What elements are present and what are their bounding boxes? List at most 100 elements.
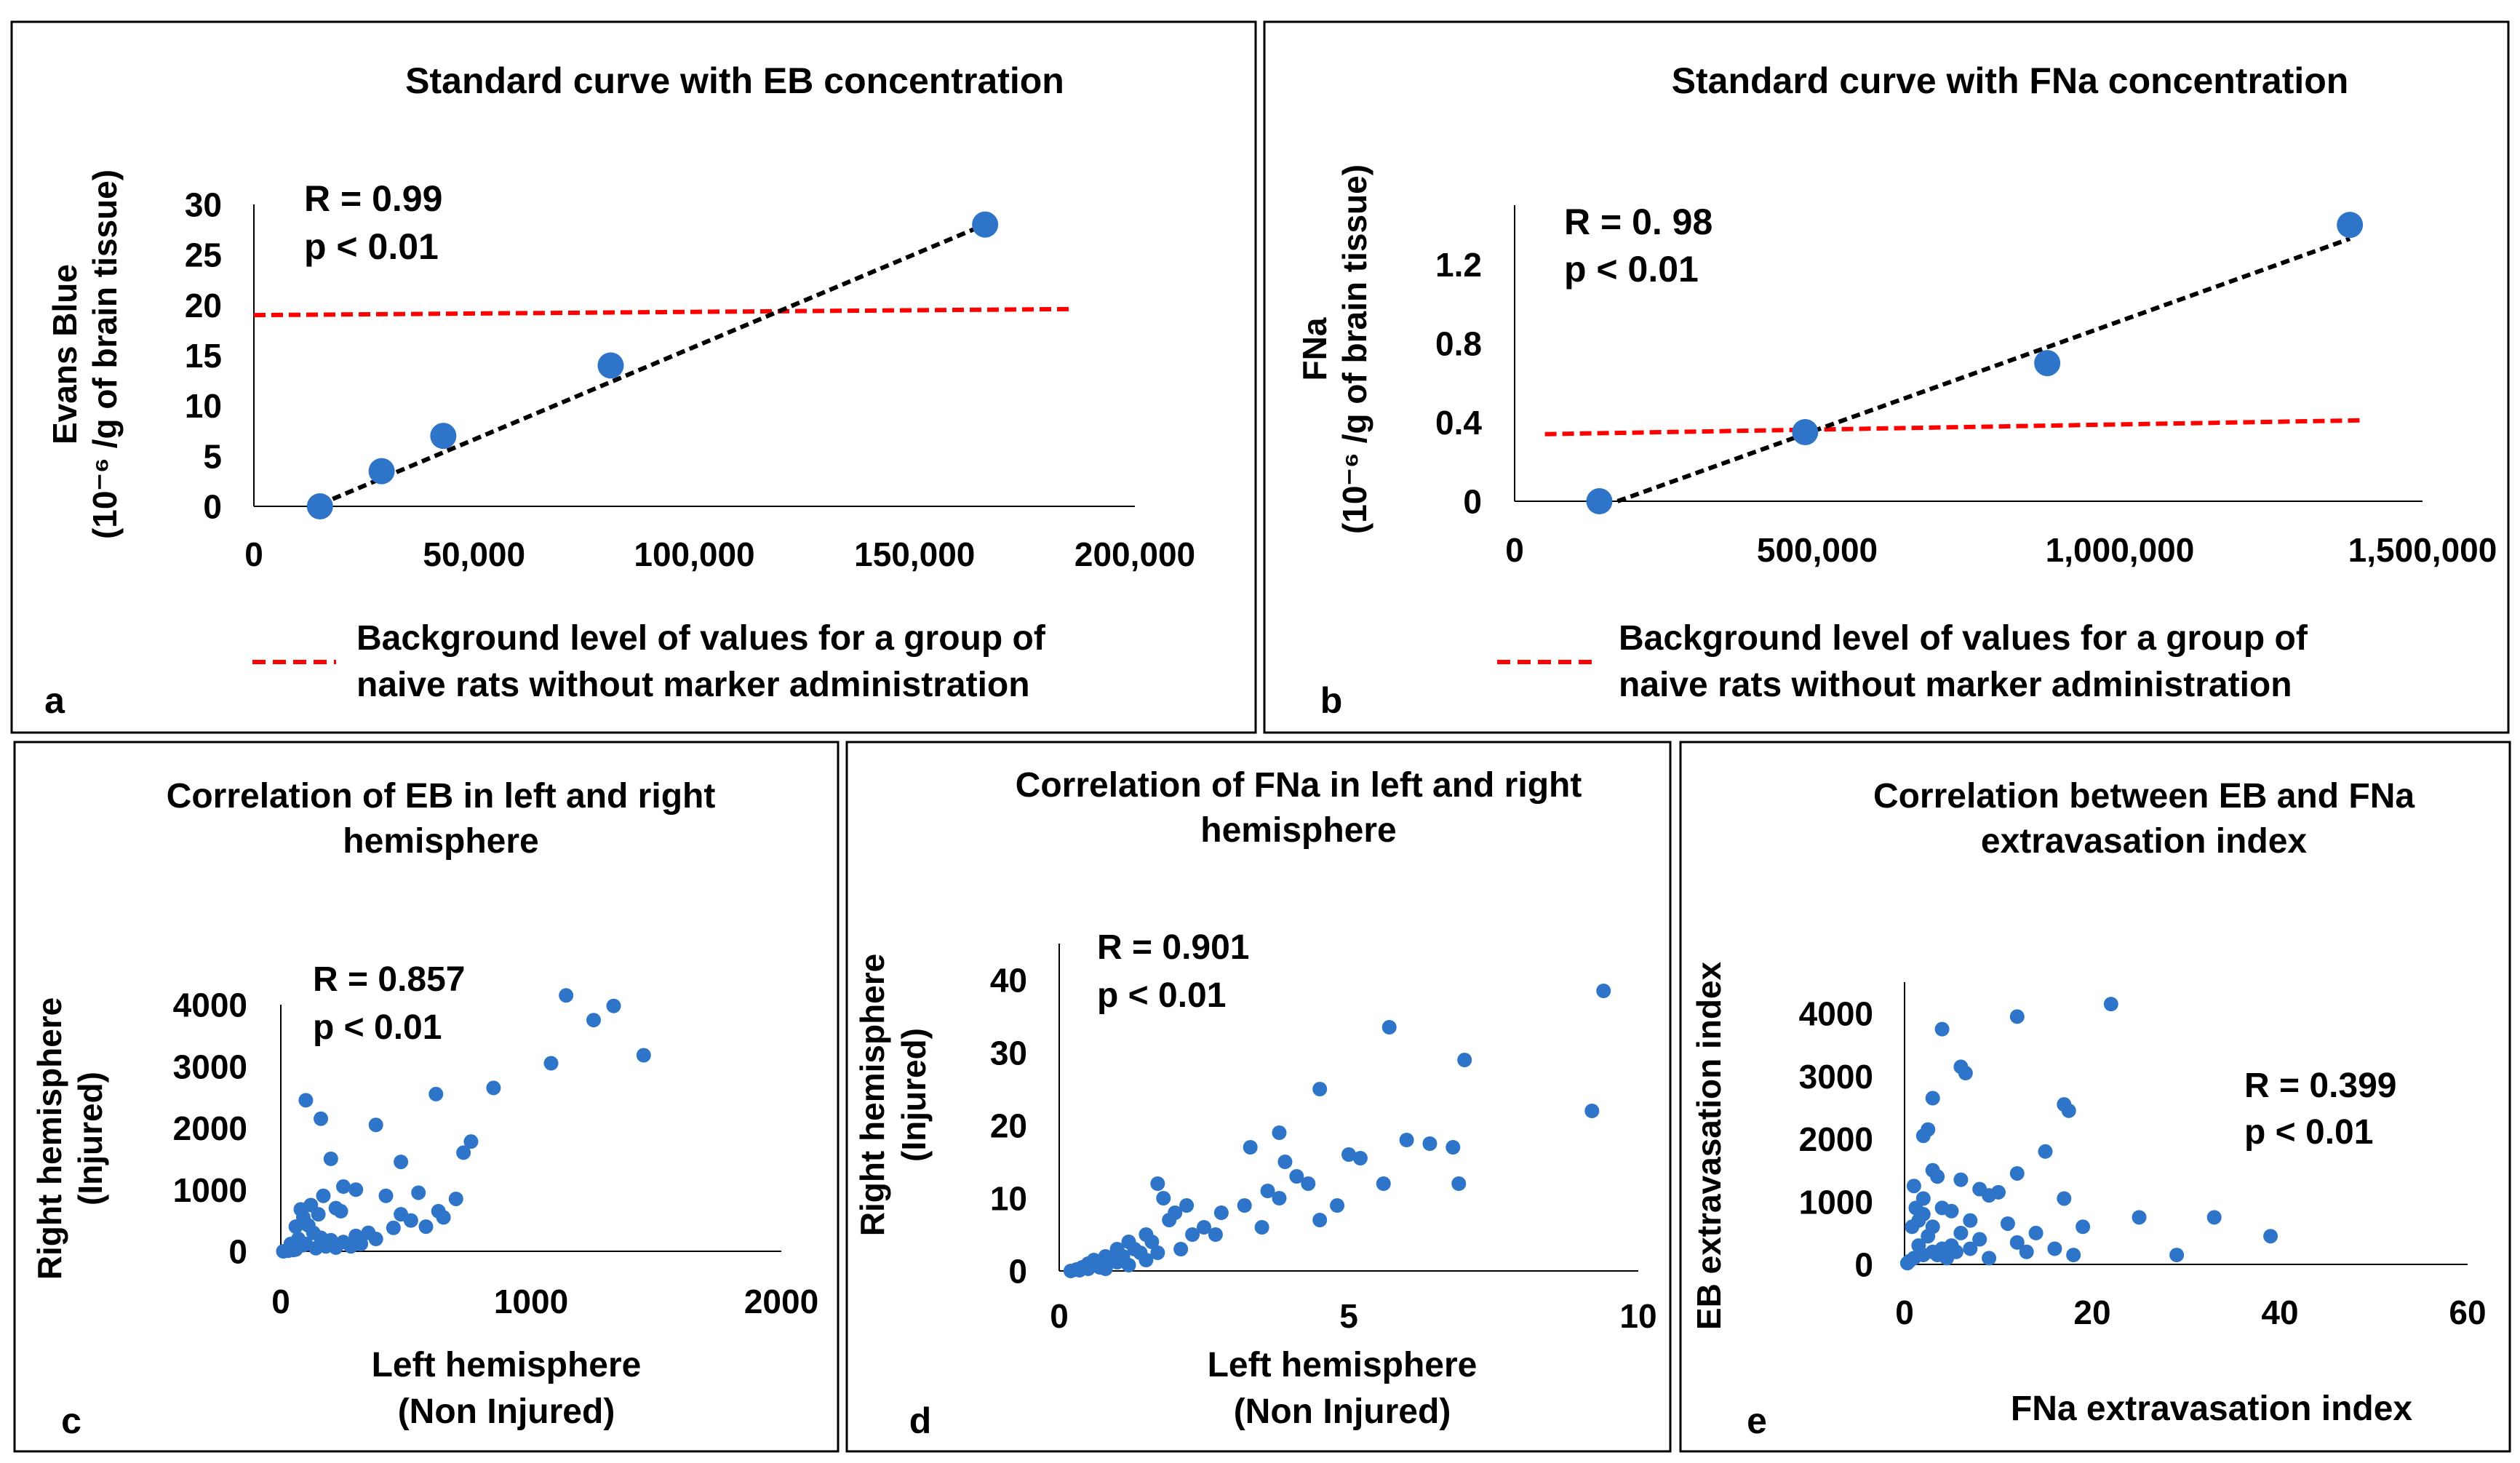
panel-d-point xyxy=(1237,1198,1252,1213)
panel-a-stat: R = 0.99 xyxy=(304,178,442,219)
panel-a-xtick-label: 0 xyxy=(244,535,263,573)
panel-c-stat: p < 0.01 xyxy=(313,1008,442,1047)
panel-c-point xyxy=(378,1188,394,1203)
panel-c-point xyxy=(428,1086,444,1101)
panel-a-background-line xyxy=(253,306,1069,318)
panel-c-point xyxy=(463,1134,479,1149)
panel-e-xtick-label: 60 xyxy=(2449,1293,2486,1331)
panel-e-point xyxy=(2009,1235,2025,1250)
panel-d-ytick-label: 40 xyxy=(990,962,1027,1000)
panel-c-ylabel: Right hemisphere xyxy=(31,997,68,1280)
panel-d-stat: R = 0.901 xyxy=(1097,928,1249,967)
panel-d-point xyxy=(1381,1020,1397,1035)
panel-a-title: Standard curve with EB concentration xyxy=(405,60,1064,101)
panel-b-trendline xyxy=(1616,236,2351,503)
panel-d-frame xyxy=(845,741,1672,1453)
panel-e-point xyxy=(1944,1203,1959,1219)
panel-a-legend-text: naive rats without marker administration xyxy=(356,666,1030,704)
panel-c-point xyxy=(403,1213,418,1228)
panel-b-ytick-label: 0.4 xyxy=(1435,404,1482,442)
panel-b-ylabel: FNa xyxy=(1296,317,1333,380)
panel-b-point xyxy=(2034,350,2061,377)
panel-c-xlabel: Left hemisphere xyxy=(372,1346,642,1384)
panel-d-point xyxy=(1150,1245,1165,1260)
panel-d-point xyxy=(1301,1176,1316,1191)
panel-d-ytick-label: 30 xyxy=(990,1035,1027,1072)
panel-d-stat: p < 0.01 xyxy=(1097,976,1226,1015)
panel-c-title: hemisphere xyxy=(343,822,538,861)
panel-e-point xyxy=(1921,1229,1936,1244)
panel-b-legend-text: Background level of values for a group o… xyxy=(1619,619,2308,658)
panel-e-point xyxy=(2132,1210,2147,1225)
panel-d-point xyxy=(1179,1198,1195,1213)
panel-e-point xyxy=(2019,1244,2034,1259)
panel-e-point xyxy=(1963,1213,1978,1228)
panel-e-point xyxy=(1911,1238,1926,1253)
panel-e-point xyxy=(1925,1091,1940,1106)
panel-d-point xyxy=(1341,1147,1356,1162)
panel-c-point xyxy=(394,1155,409,1170)
panel-d-xtick-label: 5 xyxy=(1339,1297,1358,1335)
panel-c-point xyxy=(586,1013,601,1028)
panel-e-point xyxy=(2206,1210,2222,1225)
panel-d-point xyxy=(1144,1235,1160,1249)
panel-c-ytick-label: 4000 xyxy=(173,986,247,1024)
panel-d-point xyxy=(1072,1263,1087,1277)
panel-e-title: Correlation between EB and FNa xyxy=(1873,777,2415,816)
panel-d-point xyxy=(1121,1258,1136,1272)
panel-e-point xyxy=(2103,997,2118,1012)
panel-e-point xyxy=(1972,1232,1987,1247)
panel-d-ytick-label: 20 xyxy=(990,1107,1027,1145)
panel-b-legend-text: naive rats without marker administration xyxy=(1619,666,2292,704)
panel-d-point xyxy=(1197,1220,1211,1235)
panel-c-point xyxy=(411,1185,426,1200)
panel-c-point xyxy=(636,1048,651,1063)
panel-b-xtick-label: 1,500,000 xyxy=(2348,531,2497,569)
panel-c-point xyxy=(288,1219,303,1235)
panel-d-point xyxy=(1173,1242,1189,1256)
panel-a-point xyxy=(368,458,395,485)
panel-e-point xyxy=(1948,1244,1963,1259)
panel-c-point xyxy=(368,1232,383,1247)
panel-a-stat: p < 0.01 xyxy=(304,226,439,267)
panel-d-ylabel: Right hemisphere xyxy=(853,954,891,1237)
panel-d-point xyxy=(1376,1176,1391,1191)
panel-c-frame xyxy=(13,741,840,1453)
panel-a-ytick-label: 10 xyxy=(185,387,222,425)
panel-a-ylabel: Evans Blue xyxy=(46,264,84,445)
panel-e-ytick-label: 2000 xyxy=(1799,1120,1873,1158)
panel-b-point xyxy=(2337,212,2364,239)
panel-c-point xyxy=(386,1220,401,1235)
panel-d-point xyxy=(1260,1184,1275,1198)
panel-e-point xyxy=(2009,1009,2025,1024)
panel-a-xtick-label: 100,000 xyxy=(634,535,754,573)
panel-a-ytick-label: 30 xyxy=(185,186,222,224)
panel-e-xlabel: FNa extravasation index xyxy=(2011,1390,2413,1428)
panel-a-point xyxy=(306,493,333,519)
panel-a-xtick-label: 200,000 xyxy=(1074,535,1195,573)
panel-c-stat: R = 0.857 xyxy=(313,960,465,999)
panel-d-point xyxy=(1422,1136,1438,1151)
panel-d-title: hemisphere xyxy=(1200,811,1396,850)
panel-c-letter: c xyxy=(61,1400,81,1441)
panel-e-point xyxy=(1915,1128,1931,1144)
panel-d-point xyxy=(1312,1082,1328,1096)
panel-c-point xyxy=(543,1056,559,1071)
panel-b-xtick-label: 500,000 xyxy=(1757,531,1878,569)
panel-d-point xyxy=(1208,1227,1223,1242)
panel-d-letter: d xyxy=(909,1400,932,1441)
panel-c-ytick-label: 3000 xyxy=(173,1048,247,1085)
panel-d-point xyxy=(1150,1176,1165,1191)
panel-d-point xyxy=(1446,1140,1461,1155)
panel-b-ytick-label: 0.8 xyxy=(1435,324,1482,362)
panel-d-point xyxy=(1289,1169,1304,1184)
panel-c-point xyxy=(308,1240,324,1256)
panel-d-xlabel: (Non Injured) xyxy=(1234,1392,1451,1431)
panel-b-ytick-label: 0 xyxy=(1463,483,1482,521)
panel-c-point xyxy=(298,1093,314,1108)
panel-e-xtick-label: 40 xyxy=(2261,1293,2298,1331)
panel-c-ytick-label: 0 xyxy=(228,1233,247,1271)
panel-d-point xyxy=(1451,1176,1467,1191)
panel-d-ytick-label: 0 xyxy=(1008,1253,1027,1291)
